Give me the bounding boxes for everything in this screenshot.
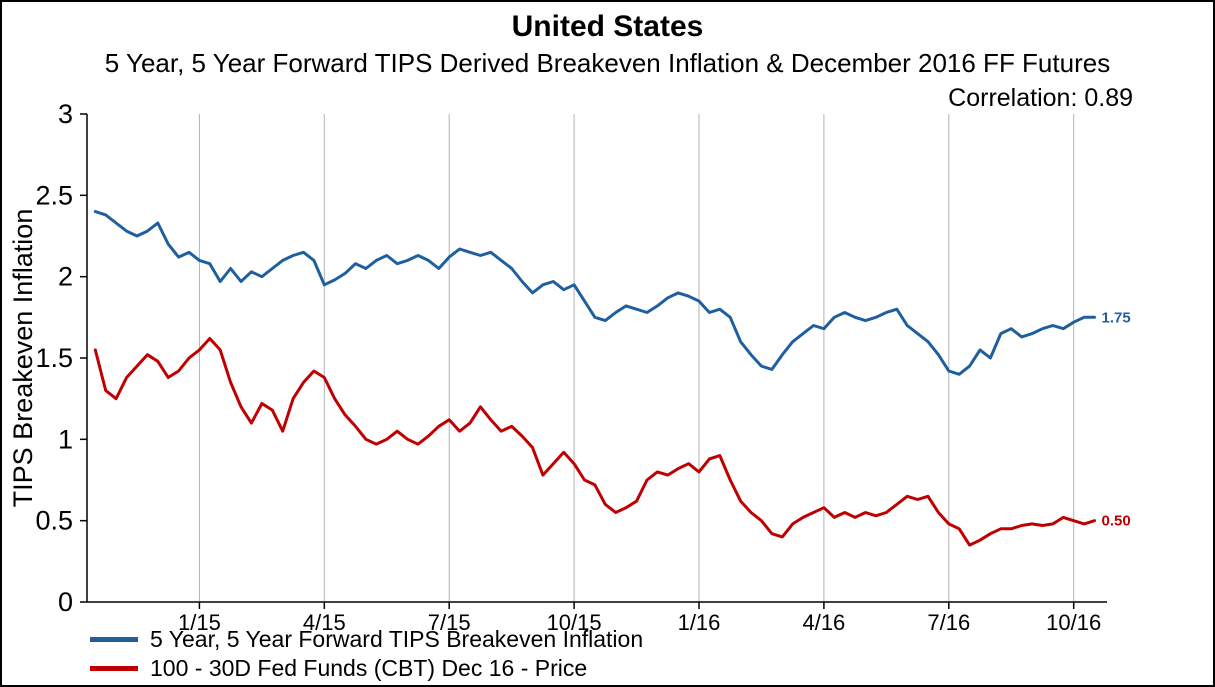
x-tick-label: 10/15 bbox=[547, 610, 602, 635]
chart-title: United States bbox=[511, 10, 704, 43]
x-tick-label: 7/16 bbox=[927, 610, 970, 635]
y-tick-label: 1 bbox=[58, 424, 73, 454]
series-end-label: 1.75 bbox=[1102, 309, 1131, 326]
y-tick-label: 0 bbox=[58, 587, 73, 617]
legend-label-tips: 5 Year, 5 Year Forward TIPS Breakeven In… bbox=[150, 626, 644, 652]
legend: 5 Year, 5 Year Forward TIPS Breakeven In… bbox=[90, 625, 643, 683]
y-tick-label: 0.5 bbox=[35, 506, 73, 536]
x-tick-label: 4/16 bbox=[802, 610, 845, 635]
y-tick-label: 1.5 bbox=[35, 343, 73, 373]
x-tick-label: 4/15 bbox=[303, 610, 346, 635]
series-end-label: 0.50 bbox=[1102, 513, 1131, 530]
legend-label-fedfunds: 100 - 30D Fed Funds (CBT) Dec 16 - Price bbox=[150, 655, 588, 681]
fed-funds-futures-series bbox=[93, 337, 1096, 547]
legend-item-fedfunds: 100 - 30D Fed Funds (CBT) Dec 16 - Price bbox=[90, 654, 643, 683]
x-tick-label: 1/16 bbox=[678, 610, 721, 635]
chart-subtitle: 5 Year, 5 Year Forward TIPS Derived Brea… bbox=[104, 48, 1111, 78]
legend-item-tips: 5 Year, 5 Year Forward TIPS Breakeven In… bbox=[90, 625, 643, 654]
x-tick-label: 1/15 bbox=[178, 610, 221, 635]
y-tick-label: 3 bbox=[58, 99, 73, 129]
legend-swatch-blue-line bbox=[90, 637, 138, 642]
x-tick-label: 7/15 bbox=[428, 610, 471, 635]
y-tick-label: 2.5 bbox=[35, 180, 73, 210]
legend-swatch-red-line bbox=[90, 666, 138, 671]
y-axis-title: TIPS Breakeven Inflation bbox=[8, 209, 38, 508]
x-tick-label: 10/16 bbox=[1046, 610, 1101, 635]
correlation-label: Correlation: 0.89 bbox=[948, 84, 1133, 112]
tips-breakeven-series bbox=[93, 210, 1096, 376]
y-tick-label: 2 bbox=[58, 262, 73, 292]
